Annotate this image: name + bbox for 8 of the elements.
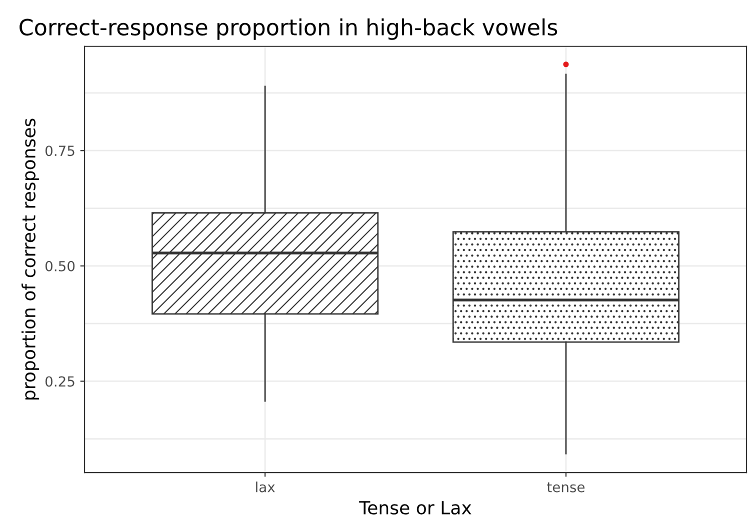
x-axis-title: Tense or Lax <box>359 501 472 515</box>
chart-title: Correct-response proportion in high-back vowels <box>20 18 558 40</box>
x-tick-label: lax <box>256 482 275 492</box>
x-tick-label: tense <box>547 482 585 492</box>
y-axis-title: proportion of correct responses <box>22 118 40 400</box>
y-tick-label: 0.75 <box>45 146 74 156</box>
y-tick-label: 0.25 <box>45 376 74 387</box>
y-tick-label: 0.50 <box>45 260 75 272</box>
